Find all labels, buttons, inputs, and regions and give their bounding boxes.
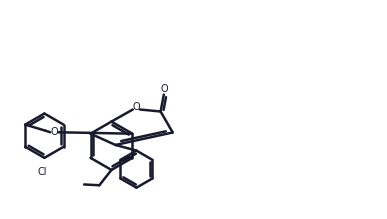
Text: Cl: Cl <box>38 167 47 177</box>
Text: O: O <box>160 84 168 94</box>
Text: O: O <box>50 127 58 137</box>
Text: O: O <box>133 102 140 113</box>
